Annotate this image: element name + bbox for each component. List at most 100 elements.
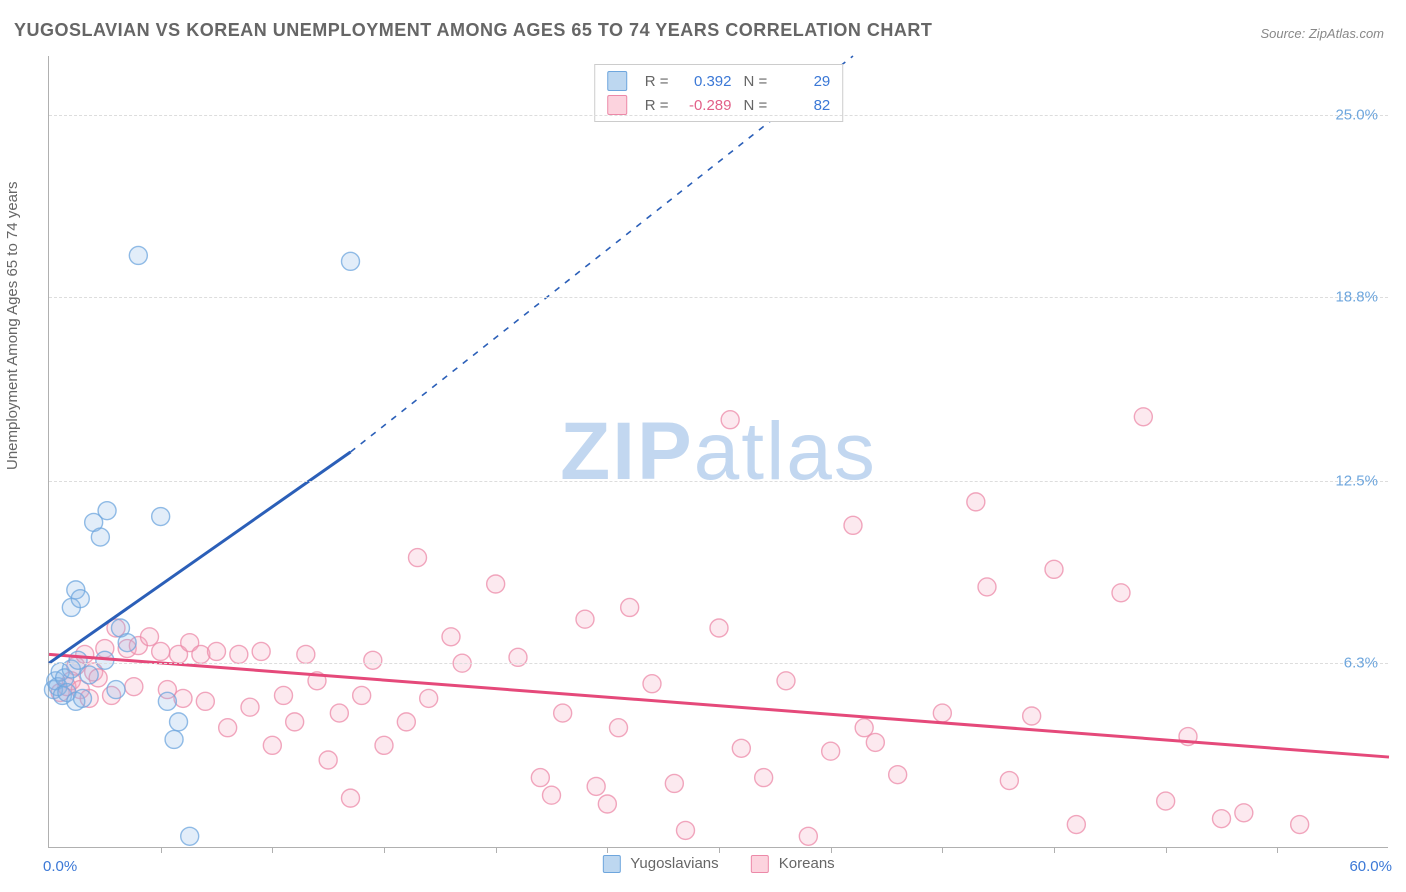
x-min-label: 0.0% [43, 858, 77, 875]
r-value-a: 0.392 [677, 73, 732, 90]
data-point [610, 719, 628, 737]
x-tick [831, 847, 832, 853]
data-point [192, 645, 210, 663]
data-point [158, 692, 176, 710]
data-point [397, 713, 415, 731]
legend-swatch-a [607, 71, 627, 91]
data-point [330, 704, 348, 722]
data-point [487, 575, 505, 593]
data-point [1213, 810, 1231, 828]
legend-series: Yugoslavians Koreans [602, 855, 834, 873]
legend-label-koreans: Koreans [779, 855, 835, 872]
data-point [543, 786, 561, 804]
data-point [80, 666, 98, 684]
data-point [118, 634, 136, 652]
data-point [170, 713, 188, 731]
n-label-a: N = [744, 73, 768, 90]
chart-svg [49, 56, 1388, 847]
x-tick [272, 847, 273, 853]
legend-swatch-yugoslavians [602, 855, 620, 873]
n-value-b: 82 [775, 97, 830, 114]
legend-stats-row-a: R = 0.392 N = 29 [607, 69, 831, 93]
data-point [71, 590, 89, 608]
gridline [49, 297, 1388, 298]
data-point [219, 719, 237, 737]
data-point [319, 751, 337, 769]
data-point [125, 678, 143, 696]
legend-swatch-b [607, 95, 627, 115]
data-point [353, 686, 371, 704]
legend-swatch-koreans [751, 855, 769, 873]
data-point [933, 704, 951, 722]
data-point [1157, 792, 1175, 810]
chart-title: YUGOSLAVIAN VS KOREAN UNEMPLOYMENT AMONG… [14, 20, 932, 41]
data-point [375, 736, 393, 754]
data-point [554, 704, 572, 722]
data-point [420, 689, 438, 707]
data-point [181, 827, 199, 845]
data-point [978, 578, 996, 596]
y-tick-label: 6.3% [1344, 655, 1378, 672]
data-point [442, 628, 460, 646]
data-point [721, 411, 739, 429]
data-point [74, 689, 92, 707]
data-point [1134, 408, 1152, 426]
data-point [91, 528, 109, 546]
x-tick [1054, 847, 1055, 853]
data-point [241, 698, 259, 716]
gridline [49, 663, 1388, 664]
data-point [275, 686, 293, 704]
data-point [230, 645, 248, 663]
data-point [732, 739, 750, 757]
data-point [208, 642, 226, 660]
data-point [252, 642, 270, 660]
data-point [409, 549, 427, 567]
data-point [967, 493, 985, 511]
data-point [531, 769, 549, 787]
x-tick [384, 847, 385, 853]
data-point [677, 821, 695, 839]
data-point [129, 246, 147, 264]
data-point [1045, 560, 1063, 578]
legend-stats: R = 0.392 N = 29 R = -0.289 N = 82 [594, 64, 844, 122]
data-point [1291, 816, 1309, 834]
x-tick [607, 847, 608, 853]
gridline [49, 481, 1388, 482]
data-point [342, 252, 360, 270]
x-tick [1166, 847, 1167, 853]
data-point [576, 610, 594, 628]
legend-item-koreans: Koreans [751, 855, 835, 873]
x-tick [719, 847, 720, 853]
y-tick-label: 12.5% [1335, 473, 1378, 490]
data-point [1235, 804, 1253, 822]
data-point [643, 675, 661, 693]
y-tick-label: 18.8% [1335, 288, 1378, 305]
data-point [822, 742, 840, 760]
data-point [1112, 584, 1130, 602]
data-point [263, 736, 281, 754]
data-point [777, 672, 795, 690]
legend-label-yugoslavians: Yugoslavians [630, 855, 718, 872]
y-axis-label: Unemployment Among Ages 65 to 74 years [4, 181, 21, 470]
x-tick [496, 847, 497, 853]
data-point [587, 777, 605, 795]
legend-stats-row-b: R = -0.289 N = 82 [607, 93, 831, 117]
data-point [665, 774, 683, 792]
data-point [598, 795, 616, 813]
data-point [799, 827, 817, 845]
n-value-a: 29 [775, 73, 830, 90]
data-point [844, 516, 862, 534]
x-max-label: 60.0% [1349, 858, 1392, 875]
y-tick-label: 25.0% [1335, 106, 1378, 123]
trend-line [49, 452, 351, 663]
data-point [1067, 816, 1085, 834]
data-point [1000, 772, 1018, 790]
data-point [710, 619, 728, 637]
plot-area: ZIPatlas R = 0.392 N = 29 R = -0.289 N =… [48, 56, 1388, 848]
data-point [286, 713, 304, 731]
x-tick [161, 847, 162, 853]
data-point [342, 789, 360, 807]
data-point [152, 508, 170, 526]
data-point [1023, 707, 1041, 725]
gridline [49, 115, 1388, 116]
